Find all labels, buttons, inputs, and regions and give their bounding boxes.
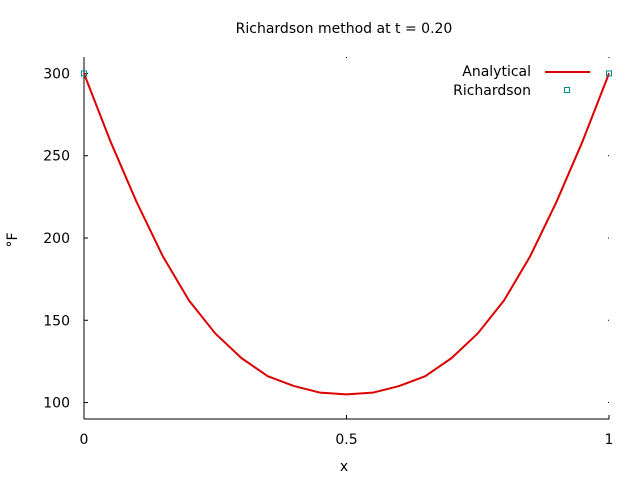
legend-label-analytical: Analytical [462,64,531,80]
y-tick-label: 300 [43,66,70,82]
legend-swatch-richardson [564,87,570,93]
legend: Analytical Richardson [453,64,590,99]
series-line-analytical [83,73,610,396]
y-axis-label: °F [5,232,21,247]
y-tick-label: 250 [43,149,70,165]
data-point-richardson [81,70,87,77]
series-layer [81,70,612,396]
x-tick-labels: 0 0.5 1 [80,432,614,448]
x-tick-label: 0 [80,432,89,448]
x-tick-label: 1 [605,432,614,448]
x-axis-label: x [340,459,348,475]
axis-ticks [83,57,610,419]
y-tick-label: 100 [43,396,70,412]
y-tick-label: 200 [43,231,70,247]
data-point-richardson [606,70,612,77]
x-tick-label: 0.5 [335,432,357,448]
chart-title: Richardson method at t = 0.20 [236,21,453,37]
y-tick-label: 150 [43,313,70,329]
legend-label-richardson: Richardson [453,83,531,99]
y-tick-labels: 100 150 200 250 300 [43,66,70,411]
